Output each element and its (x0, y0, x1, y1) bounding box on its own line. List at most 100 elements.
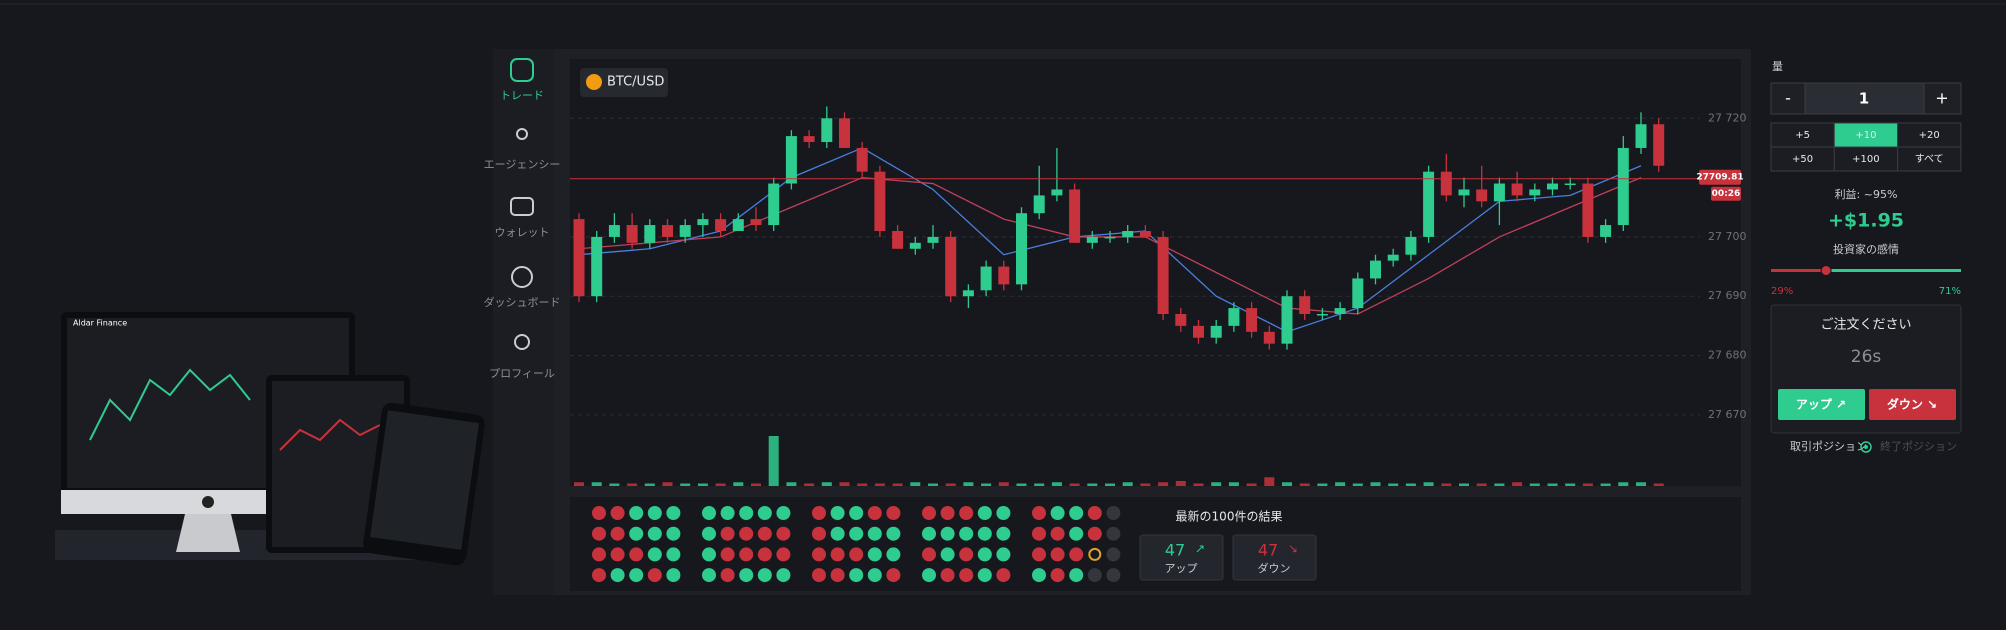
result-dot (1069, 526, 1084, 541)
result-dot (720, 568, 735, 583)
positions-tab[interactable]: 取引ポジション (1790, 439, 1867, 453)
volume-bar (839, 482, 850, 486)
result-dot (739, 506, 754, 520)
down-button[interactable] (1869, 389, 1956, 420)
volume-bar (1317, 483, 1328, 486)
candle-body (768, 183, 780, 226)
candle-body (1228, 308, 1240, 326)
down-label: ダウン (1258, 561, 1291, 575)
nav-label[interactable]: トレード (500, 89, 544, 102)
result-dot (830, 568, 845, 583)
down-arrow: ↘ (1288, 542, 1298, 556)
volume-bar (1370, 482, 1381, 486)
volume-bar (1069, 483, 1080, 486)
volume-bar (963, 482, 974, 486)
result-dot (830, 547, 845, 562)
candle-body (803, 136, 815, 143)
profile-icon[interactable] (514, 334, 530, 350)
volume-bar (786, 482, 797, 486)
result-dot (812, 568, 826, 583)
result-dot (739, 568, 754, 583)
plus-button[interactable] (1923, 82, 1962, 115)
up-button[interactable] (1778, 389, 1865, 420)
candle-body (998, 266, 1010, 285)
timer: 26s (1851, 347, 1882, 367)
agency-icon[interactable] (516, 128, 528, 140)
symbol-badge[interactable] (580, 68, 668, 97)
sentiment-up: 71% (1939, 286, 1961, 297)
result-dot (776, 547, 791, 562)
volume-bar (1582, 483, 1593, 486)
preset-button[interactable] (1897, 146, 1962, 172)
preset-label: +100 (1852, 154, 1879, 165)
amount: 1 (1859, 90, 1869, 108)
volume-bar (644, 483, 655, 486)
preset-grid: +5 +10 +20 +50 +100 すべて (1770, 122, 1962, 172)
result-dot (702, 506, 716, 520)
preset-button[interactable] (1833, 146, 1899, 172)
result-dot (959, 568, 974, 583)
volume-bar (1282, 482, 1292, 486)
sentiment-up-bar (1826, 269, 1961, 272)
result-dot (977, 568, 992, 583)
candle-body (1086, 236, 1098, 243)
candle-body (1069, 189, 1081, 243)
result-dot (996, 526, 1011, 541)
volume-bar (1653, 483, 1664, 486)
candle-body (1600, 225, 1612, 237)
volume-bar (1246, 483, 1257, 486)
result-dot (849, 547, 864, 562)
nav-label[interactable]: ダッシュボード (484, 295, 561, 309)
result-dot (922, 547, 936, 562)
result-dot (610, 506, 625, 520)
nav-label[interactable]: ウォレット (495, 226, 550, 239)
wallet-icon[interactable] (510, 197, 534, 216)
phone-display (370, 410, 480, 550)
candle-body (697, 219, 709, 226)
closed-tab[interactable]: 終了ポジション (1880, 439, 1957, 453)
result-dot (1106, 506, 1121, 520)
volume-bar (1087, 483, 1098, 486)
nav-label[interactable]: エージェンシー (484, 158, 561, 171)
candle-body (1653, 124, 1665, 166)
volume-bar (1618, 482, 1629, 486)
volume-bar (910, 482, 921, 486)
volume-bar (1175, 481, 1186, 486)
nav-icons (510, 58, 534, 350)
candle-body (1617, 147, 1629, 226)
countdown: 00:26 (1712, 189, 1741, 199)
sentiment-slider (1771, 265, 1961, 276)
candle-body (1193, 325, 1204, 338)
volume-bar (1494, 483, 1505, 486)
volume-bar (733, 482, 744, 486)
y-tick-label: 27 700 (1708, 230, 1747, 243)
preset-button[interactable] (1897, 122, 1962, 148)
mockup-chart (89, 368, 251, 441)
sentiment-down-bar (1771, 269, 1827, 272)
result-dot (886, 547, 901, 562)
result-dot (1087, 568, 1102, 583)
nav-label[interactable]: プロフィール (489, 367, 555, 380)
dashboard-icon[interactable] (511, 266, 533, 288)
radio[interactable] (1860, 441, 1872, 453)
result-dot (702, 568, 716, 583)
result-dot (592, 568, 606, 583)
result-dot (1032, 526, 1046, 541)
volume-bar (627, 483, 638, 486)
result-dot (977, 506, 992, 520)
result-dot (940, 547, 955, 562)
candle-body (1139, 230, 1151, 237)
result-dot (849, 506, 864, 520)
amount-field[interactable] (1804, 82, 1925, 115)
result-dot (757, 526, 772, 541)
preset-label: すべて (1915, 153, 1944, 165)
result-dot (1087, 526, 1102, 541)
result-dot (1088, 547, 1102, 561)
y-tick-label: 27 720 (1708, 111, 1747, 124)
trade-icon[interactable] (510, 58, 534, 82)
result-dot (1032, 506, 1046, 520)
volume-bar (892, 483, 903, 486)
result-dot (812, 547, 826, 562)
result-dot (812, 526, 826, 541)
